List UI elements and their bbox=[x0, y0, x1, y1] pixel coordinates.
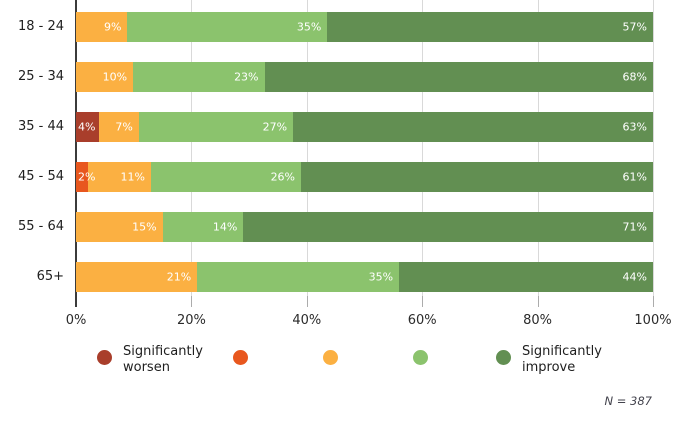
bar-row: 9% 35% 57% bbox=[76, 12, 653, 42]
gridline bbox=[537, 0, 539, 296]
bar-value-label: 35% bbox=[368, 270, 394, 284]
x-axis-tick-label: 60% bbox=[407, 313, 437, 328]
bar-segment: 71% bbox=[243, 212, 653, 242]
bar-segment: 15% bbox=[76, 212, 163, 242]
bar-value-label: 21% bbox=[166, 270, 192, 284]
axis-tick bbox=[653, 296, 654, 307]
bar-value-label: 14% bbox=[212, 220, 238, 234]
legend-swatch-icon bbox=[233, 350, 248, 365]
gridline bbox=[422, 0, 424, 296]
bar-row: 21% 35% 44% bbox=[76, 262, 653, 292]
legend-item: Significantly worsen bbox=[97, 344, 223, 376]
bar-value-label: 7% bbox=[115, 120, 133, 134]
bar-segment: 14% bbox=[162, 212, 244, 242]
bar-value-label: 9% bbox=[103, 20, 122, 34]
bar-segment: 9% bbox=[76, 12, 128, 42]
legend-swatch-icon bbox=[97, 350, 112, 365]
bar-segment: 26% bbox=[151, 162, 302, 192]
legend-item bbox=[413, 344, 428, 365]
bar-value-label: 4% bbox=[78, 120, 96, 134]
bar-segment: 35% bbox=[197, 262, 400, 292]
bar-value-label: 23% bbox=[234, 70, 259, 84]
axis-tick bbox=[422, 296, 424, 307]
legend-label: Significantly improve bbox=[522, 344, 602, 375]
bar-value-label: 2% bbox=[78, 170, 96, 184]
bar-value-label: 26% bbox=[270, 170, 296, 184]
bar-segment: 44% bbox=[399, 262, 653, 292]
bar-segment: 11% bbox=[87, 162, 151, 192]
axis-tick bbox=[306, 296, 308, 307]
bar-segment: 27% bbox=[138, 112, 294, 142]
x-axis-tick-label: 40% bbox=[292, 313, 322, 328]
bar-value-label: 44% bbox=[622, 270, 647, 284]
bar-row: 4% 7% 27% 63% bbox=[76, 112, 653, 142]
gridline bbox=[653, 0, 654, 296]
gridline bbox=[306, 0, 308, 296]
bar-segment: 61% bbox=[301, 162, 653, 192]
category-label: 18 - 24 bbox=[17, 19, 64, 34]
x-axis-tick-label: 0% bbox=[65, 313, 87, 328]
bar-value-label: 10% bbox=[102, 70, 128, 84]
bar-segment: 2% bbox=[76, 162, 95, 192]
legend-swatch-icon bbox=[323, 350, 338, 365]
bar-segment: 10% bbox=[76, 62, 134, 92]
bar-row: 15% 14% 71% bbox=[76, 212, 653, 242]
bar-value-label: 61% bbox=[622, 170, 647, 184]
bar-segment: 68% bbox=[264, 62, 653, 92]
legend-item bbox=[233, 344, 248, 365]
bar-value-label: 57% bbox=[622, 20, 647, 34]
category-label: 55 - 64 bbox=[17, 219, 64, 234]
bar-segment: 57% bbox=[327, 12, 653, 42]
y-axis-line bbox=[75, 0, 77, 307]
bar-value-label: 68% bbox=[622, 70, 647, 84]
bar-segment: 4% bbox=[76, 112, 99, 142]
bar-segment: 21% bbox=[76, 262, 198, 292]
legend-swatch-icon bbox=[413, 350, 428, 365]
bar-value-label: 63% bbox=[622, 120, 647, 134]
bar-value-label: 35% bbox=[296, 20, 322, 34]
bar-value-label: 27% bbox=[262, 120, 288, 134]
bar-row: 2% 11% 26% 61% bbox=[76, 162, 653, 192]
bar-segment: 63% bbox=[293, 112, 653, 142]
legend-label: Significantly worsen bbox=[123, 344, 203, 375]
sample-size-note: N = 387 bbox=[604, 394, 653, 408]
bar-segment: 7% bbox=[98, 112, 139, 142]
axis-tick bbox=[191, 296, 193, 307]
category-label: 45 - 54 bbox=[17, 169, 64, 184]
bar-value-label: 15% bbox=[132, 220, 157, 234]
x-axis-tick-label: 80% bbox=[523, 313, 553, 328]
x-axis-tick-label: 100% bbox=[634, 313, 672, 328]
bar-segment: 35% bbox=[127, 12, 328, 42]
bar-value-label: 71% bbox=[622, 220, 647, 234]
gridline bbox=[191, 0, 193, 296]
bar-segment: 23% bbox=[133, 62, 265, 92]
legend-swatch-icon bbox=[496, 350, 511, 365]
bar-row: 10% 23% 68% bbox=[76, 62, 653, 92]
x-axis-tick-label: 20% bbox=[176, 313, 206, 328]
bar-value-label: 11% bbox=[120, 170, 145, 184]
legend-item: Significantly improve bbox=[496, 344, 622, 376]
category-label: 65+ bbox=[36, 269, 64, 284]
axis-tick bbox=[537, 296, 539, 307]
category-label: 35 - 44 bbox=[17, 119, 64, 134]
category-label: 25 - 34 bbox=[17, 69, 64, 84]
legend-item bbox=[323, 344, 338, 365]
